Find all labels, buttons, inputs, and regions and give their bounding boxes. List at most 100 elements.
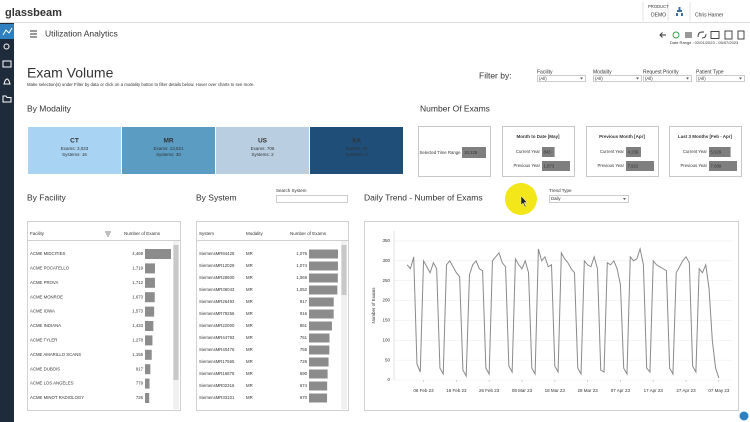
x-tick-label: 07 Apr 23 bbox=[611, 388, 631, 393]
system-name: SiemensMR44793 bbox=[199, 335, 235, 340]
panel-title: Daily Trend - Number of Exams bbox=[364, 192, 483, 202]
facility-exams: 917 bbox=[136, 366, 144, 371]
export-icon[interactable] bbox=[724, 30, 733, 40]
system-exams: 670 bbox=[300, 395, 308, 400]
system-modality: MR bbox=[246, 335, 253, 340]
facility-bar[interactable] bbox=[145, 292, 155, 303]
dropdown-arrow bbox=[686, 77, 689, 80]
facility-bar[interactable] bbox=[145, 321, 154, 331]
tile-exams: Exams: 13,621 bbox=[153, 146, 184, 151]
system-bar[interactable] bbox=[309, 393, 328, 403]
x-tick-label: 08 Mar 23 bbox=[512, 388, 533, 393]
facility-exams: 779 bbox=[136, 381, 144, 386]
filter-name: Facility bbox=[537, 69, 553, 75]
facility-bar[interactable] bbox=[145, 263, 156, 274]
search-input[interactable] bbox=[276, 195, 348, 203]
system-bar[interactable] bbox=[309, 321, 332, 331]
filter-dropdown[interactable] bbox=[696, 75, 745, 82]
system-bar[interactable] bbox=[309, 261, 338, 271]
panel-title: Number Of Exams bbox=[420, 103, 490, 113]
facility-bar[interactable] bbox=[145, 378, 150, 389]
kpi-value: 7,689 bbox=[711, 163, 722, 168]
scrollbar-thumb[interactable] bbox=[341, 245, 347, 295]
filter-value: (All) bbox=[539, 76, 547, 81]
system-modality: MR bbox=[246, 359, 253, 364]
system-name: SiemensMR84428 bbox=[199, 251, 235, 256]
system-name: SiemensMR17565 bbox=[199, 359, 235, 364]
trend-dropdown[interactable] bbox=[549, 195, 629, 203]
column-header: System bbox=[199, 231, 214, 236]
facility-bar[interactable] bbox=[145, 277, 155, 288]
kpi-row-label: Previous Year bbox=[597, 163, 624, 168]
scrollbar-thumb[interactable] bbox=[173, 245, 179, 380]
facility-bar[interactable] bbox=[145, 249, 171, 259]
menu-button[interactable] bbox=[30, 30, 37, 38]
filter-value: (All) bbox=[698, 76, 706, 81]
section-title: Exam Volume bbox=[27, 65, 114, 81]
scrollbar[interactable] bbox=[341, 241, 347, 409]
analytics-icon[interactable] bbox=[2, 27, 13, 36]
system-bar[interactable] bbox=[309, 273, 338, 283]
facility-bar[interactable] bbox=[145, 306, 155, 317]
system-exams: 726 bbox=[300, 359, 308, 364]
facility-bar[interactable] bbox=[145, 393, 150, 403]
trend-type-value: Daily bbox=[551, 196, 561, 201]
search-icon[interactable] bbox=[3, 43, 10, 50]
trend-type-label: Trend Type bbox=[549, 188, 572, 193]
org-icon[interactable] bbox=[676, 7, 683, 16]
y-tick-label: 350 bbox=[382, 238, 390, 243]
system-bar[interactable] bbox=[309, 249, 338, 259]
kpi-row-label: Previous Year bbox=[680, 163, 707, 168]
x-tick-label: 27 Apr 23 bbox=[676, 388, 696, 393]
system-bar[interactable] bbox=[309, 345, 330, 355]
filter-name: Modality bbox=[593, 69, 612, 75]
kpi-title: Previous Month [Apr] bbox=[599, 134, 645, 139]
tile-name: MR bbox=[163, 138, 173, 145]
system-modality: MR bbox=[246, 251, 253, 256]
system-exams: 916 bbox=[300, 311, 308, 316]
system-bar[interactable] bbox=[309, 357, 329, 367]
refresh-icon[interactable] bbox=[672, 31, 680, 39]
dropdown-arrow bbox=[623, 198, 626, 200]
system-bar[interactable] bbox=[309, 381, 328, 391]
sort-icon[interactable] bbox=[105, 231, 111, 237]
x-tick-label: 06 Feb 23 bbox=[413, 388, 434, 393]
facility-name: ACME DUBOIS bbox=[30, 366, 60, 371]
kpi-value: 843 bbox=[544, 149, 552, 154]
facility-bar[interactable] bbox=[145, 349, 152, 360]
system-modality: MR bbox=[246, 347, 253, 352]
reload-icon[interactable] bbox=[697, 31, 707, 39]
system-bar[interactable] bbox=[309, 309, 334, 319]
facility-bar[interactable] bbox=[145, 364, 151, 375]
x-tick-label: 28 Mar 23 bbox=[577, 388, 598, 393]
bell-icon[interactable] bbox=[3, 78, 11, 85]
screen-icon[interactable] bbox=[710, 31, 720, 39]
tile-background bbox=[122, 127, 215, 174]
system-exams: 1,069 bbox=[296, 275, 307, 280]
monitor-icon[interactable] bbox=[2, 60, 12, 68]
kpi-value: 5,929 bbox=[711, 149, 722, 154]
folder-icon[interactable] bbox=[2, 95, 12, 103]
column-header: Facility bbox=[30, 231, 45, 236]
facility-bar[interactable] bbox=[145, 335, 153, 346]
kpi-value: 1,873 bbox=[544, 163, 555, 168]
pdf-icon[interactable] bbox=[737, 30, 745, 40]
system-exams: 755 bbox=[300, 347, 308, 352]
filter-dropdown[interactable] bbox=[593, 75, 642, 82]
filter-dropdown[interactable] bbox=[643, 75, 692, 82]
system-bar[interactable] bbox=[309, 285, 338, 295]
filter-value: (All) bbox=[595, 76, 603, 81]
system-bar[interactable] bbox=[309, 369, 328, 379]
back-icon[interactable] bbox=[659, 32, 666, 38]
system-name: SiemensMR02316 bbox=[199, 383, 235, 388]
filter-icon[interactable] bbox=[685, 32, 692, 38]
filter-dropdown[interactable] bbox=[537, 75, 586, 82]
system-bar[interactable] bbox=[309, 333, 330, 343]
system-bar[interactable] bbox=[309, 297, 334, 307]
help-button[interactable] bbox=[739, 411, 749, 421]
system-table bbox=[196, 221, 349, 411]
